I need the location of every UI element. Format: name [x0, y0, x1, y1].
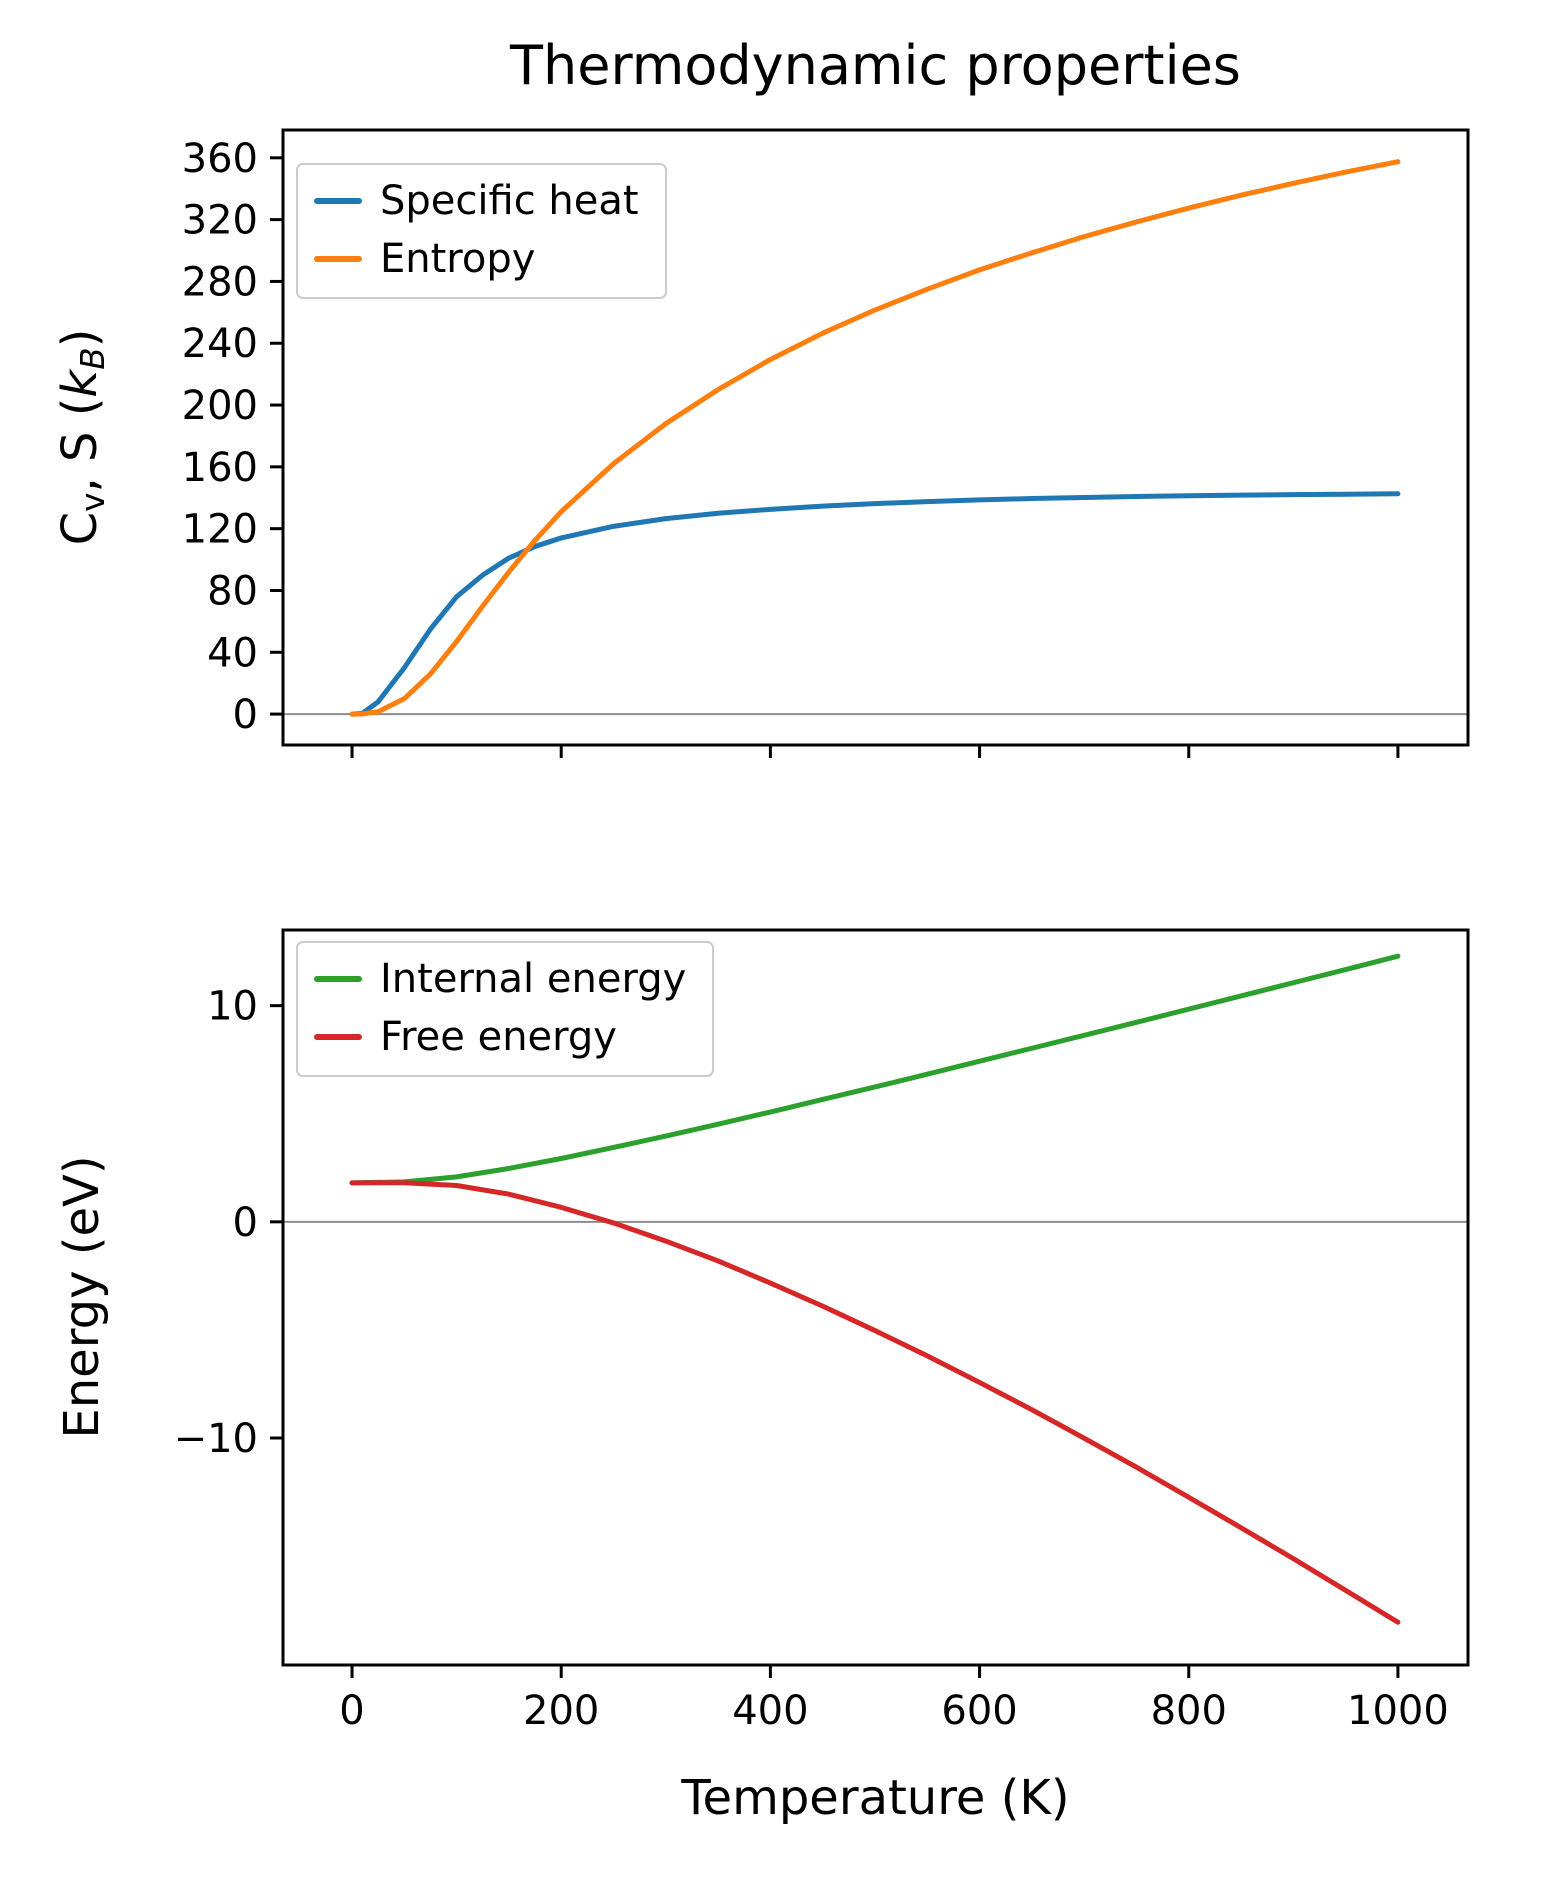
x-tick-label: 1000: [1347, 1688, 1449, 1734]
y-tick-label: 80: [207, 568, 258, 614]
y-axis-label-part: B: [74, 347, 113, 370]
legend-bottom: Internal energy Free energy: [296, 941, 715, 1077]
legend-line-swatch: [314, 256, 362, 262]
y-axis-label-part: ): [51, 328, 108, 348]
legend-entry-internal-energy: Internal energy: [314, 955, 686, 1003]
chart-title: Thermodynamic properties: [510, 34, 1241, 97]
legend-line-swatch: [314, 976, 362, 982]
x-tick-label: 800: [1151, 1688, 1227, 1734]
axes-spines: [281, 928, 1470, 1667]
legend-label: Free energy: [380, 1014, 617, 1060]
y-tick-label: 40: [207, 630, 258, 676]
y-tick-label: 360: [182, 136, 258, 182]
legend-line-swatch: [314, 1034, 362, 1040]
legend-label: Internal energy: [380, 956, 687, 1002]
axes-spines: [281, 128, 1470, 747]
legend-label: Specific heat: [380, 178, 639, 224]
legend-entry-specific-heat: Specific heat: [314, 177, 639, 225]
x-tick-label: 200: [523, 1688, 599, 1734]
y-tick-label: 280: [182, 259, 258, 305]
series-entropy: [349, 159, 1401, 717]
y-tick-label: 10: [207, 984, 258, 1030]
legend-top: Specific heat Entropy: [296, 163, 667, 299]
y-axis-label-part: C: [51, 511, 108, 546]
series-internal-energy: [349, 953, 1401, 1186]
y-ticks: 0 40 80 120 160 200 240 280 320 360: [182, 136, 283, 738]
y-axis-label-part: k: [51, 369, 108, 398]
y-tick-label: 160: [182, 445, 258, 491]
y-tick-label: −10: [174, 1416, 258, 1462]
x-tick-label: 400: [732, 1688, 808, 1734]
x-ticks: 0 200 400 600 800 1000: [339, 1665, 1449, 1734]
legend-label: Entropy: [380, 236, 536, 282]
x-tick-label: 0: [339, 1688, 364, 1734]
y-axis-label-top: Cv, S (kB): [52, 329, 112, 546]
legend-entry-free-energy: Free energy: [314, 1013, 686, 1061]
legend-line-swatch: [314, 198, 362, 204]
series-free-energy: [349, 1180, 1401, 1625]
legend-entry-entropy: Entropy: [314, 235, 639, 283]
x-tick-label: 600: [941, 1688, 1017, 1734]
series-specific-heat: [349, 491, 1401, 717]
y-tick-label: 200: [182, 383, 258, 429]
x-ticks: [350, 745, 1400, 758]
y-axis-label-part: , S (: [51, 397, 108, 493]
y-ticks: −10 0 10: [174, 984, 283, 1462]
y-tick-label: 240: [182, 321, 258, 367]
y-tick-label: 0: [233, 1200, 258, 1246]
x-axis-label: Temperature (K): [681, 1770, 1070, 1826]
y-axis-label-part: v: [74, 492, 113, 512]
y-tick-label: 120: [182, 507, 258, 553]
y-tick-label: 0: [233, 692, 258, 738]
axes-top: 0 40 80 120 160 200 240 280 320 360: [182, 128, 1470, 758]
y-tick-label: 320: [182, 198, 258, 244]
y-axis-label-bottom: Energy (eV): [54, 1155, 110, 1439]
